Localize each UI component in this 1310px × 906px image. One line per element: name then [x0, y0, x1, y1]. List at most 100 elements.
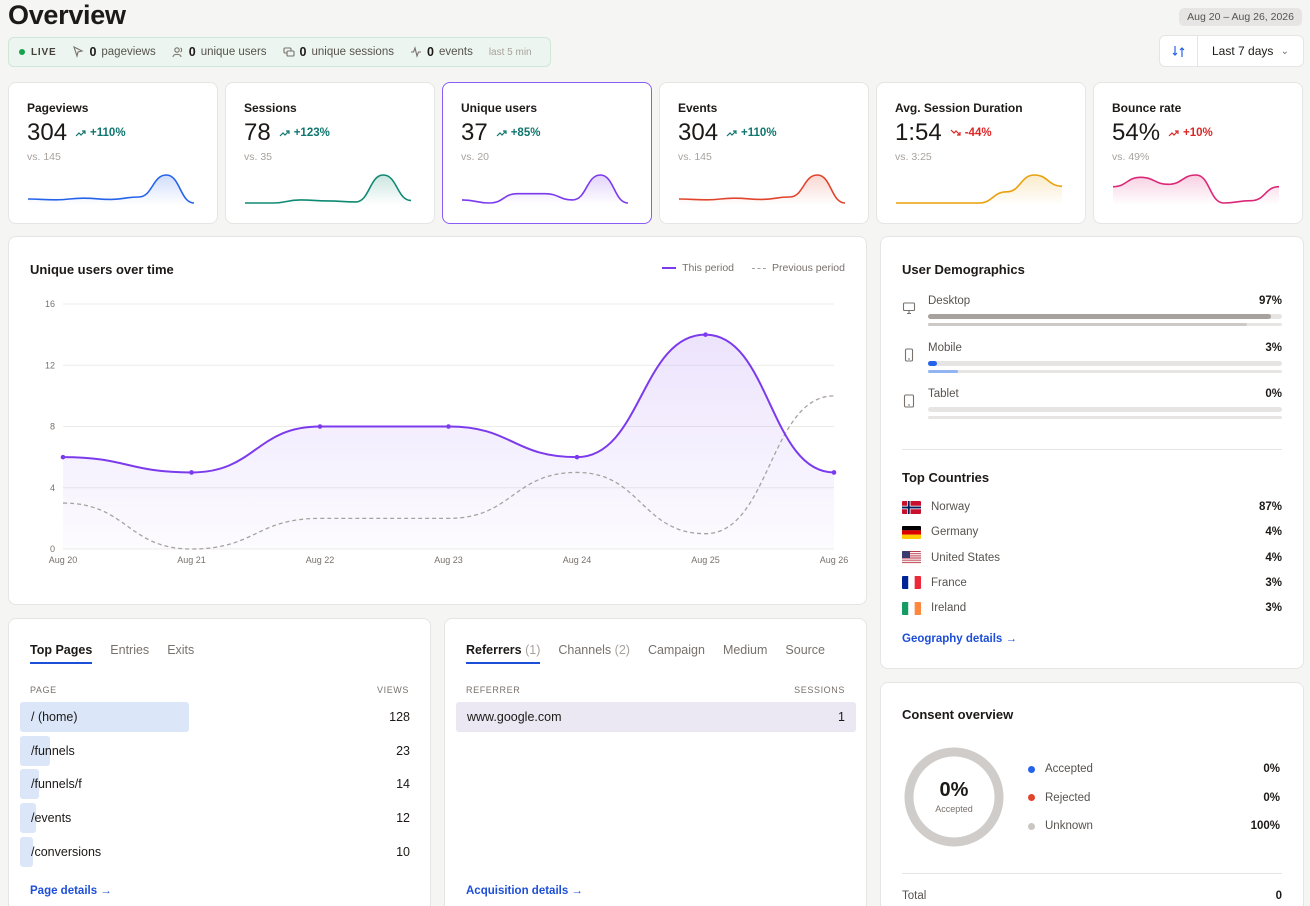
table-row[interactable]: www.google.com 1 [456, 702, 856, 732]
sparkline-area [679, 175, 845, 205]
country-row-usa[interactable]: United States 4% [902, 548, 1282, 568]
tab-top-pages[interactable]: Top Pages [30, 643, 93, 664]
data-point[interactable] [703, 332, 708, 337]
page-details-link[interactable]: Page details → [30, 885, 112, 897]
live-bar: LIVE 0 pageviews 0 unique users 0 unique se… [8, 37, 551, 67]
usa-flag-icon [902, 551, 921, 564]
live-indicator: LIVE [19, 47, 56, 58]
range-select-value[interactable]: Last 7 days [1212, 44, 1274, 58]
country-row-norway[interactable]: Norway 87% [902, 497, 1282, 517]
legend-dot-icon [1028, 822, 1035, 830]
sparkline-line [895, 174, 1063, 204]
consent-label: Unknown [1045, 820, 1093, 832]
kpi-card-events[interactable]: Events 304 +110% vs. 145 [659, 82, 869, 224]
tab-referrers[interactable]: Referrers (1) [466, 643, 541, 664]
kpi-value-row: 304 +110% [27, 119, 199, 147]
chevron-down-icon[interactable]: ⌄ [1280, 45, 1289, 57]
kpi-card-sessions[interactable]: Sessions 78 +123% vs. 35 [225, 82, 435, 224]
tab-channels[interactable]: Channels (2) [558, 643, 630, 657]
legend-previous-period[interactable]: Previous period [752, 262, 845, 274]
data-point[interactable] [574, 454, 580, 460]
legend-this-period[interactable]: This period [662, 262, 734, 274]
kpi-value: 304 [27, 119, 68, 146]
consent-pct: 0% [1263, 791, 1280, 804]
kpi-card-pageviews[interactable]: Pageviews 304 +110% vs. 145 [8, 82, 218, 224]
sparkline-area [1113, 175, 1279, 205]
kpi-value-row: 304 +110% [678, 119, 850, 147]
x-tick-label: Aug 22 [306, 555, 335, 565]
page-path: /funnels [31, 743, 75, 758]
germany-flag-icon [902, 525, 921, 539]
country-row-germany[interactable]: Germany 4% [902, 522, 1282, 542]
consent-center-label: Accepted [935, 804, 973, 814]
tab-entries[interactable]: Entries [110, 643, 150, 657]
data-point[interactable] [317, 424, 323, 429]
device-name: Tablet [928, 388, 959, 400]
desktop-icon [902, 302, 916, 315]
device-pct: 0% [1265, 388, 1282, 400]
demographics-card: User Demographics Desktop 97% Mobile 3% Tabl… [880, 236, 1304, 669]
acquisition-details-link[interactable]: Acquisition details → [466, 885, 583, 897]
device-row-mobile: Mobile 3% [902, 342, 1282, 378]
country-row-france[interactable]: France 3% [902, 573, 1282, 593]
kpi-title: Sessions [244, 101, 297, 115]
tab-exits[interactable]: Exits [167, 643, 195, 657]
chart-title: Unique users over time [30, 262, 174, 277]
kpi-value-row: 1:54 -44% [895, 119, 1067, 147]
tab-source[interactable]: Source [785, 643, 826, 657]
kpi-card-bounce-rate[interactable]: Bounce rate 54% +10% vs. 49% [1093, 82, 1303, 224]
tab-campaign[interactable]: Campaign [647, 643, 705, 657]
country-name: France [931, 576, 967, 589]
kpi-title: Pageviews [27, 101, 89, 115]
data-point[interactable] [189, 470, 194, 475]
kpi-delta: +123% [279, 127, 330, 139]
compare-icon [1172, 45, 1185, 57]
legend-dot-icon [1028, 794, 1035, 801]
legend-dashed-swatch [752, 267, 767, 269]
data-point[interactable] [60, 454, 66, 460]
sparkline-area [245, 175, 411, 205]
legend-dot-icon [1028, 765, 1035, 773]
data-point[interactable] [831, 470, 837, 475]
page-path: /events [31, 811, 72, 826]
tab-medium[interactable]: Medium [722, 643, 768, 657]
kpi-card-unique-users[interactable]: Unique users 37 +85% vs. 20 [442, 82, 652, 224]
x-tick-label: Aug 26 [820, 555, 849, 565]
kpi-delta: +110% [726, 127, 777, 139]
row-share-bar [20, 702, 189, 732]
y-tick-label: 16 [45, 299, 55, 309]
compare-toggle-button[interactable] [1160, 36, 1198, 66]
country-row-ireland[interactable]: Ireland 3% [902, 598, 1282, 618]
x-tick-label: Aug 20 [49, 555, 78, 565]
page-views: 10 [396, 844, 410, 859]
table-row[interactable]: /conversions 10 [20, 836, 410, 867]
kpi-title: Bounce rate [1112, 101, 1182, 115]
table-row[interactable]: /events 12 [20, 803, 410, 834]
geography-details-link[interactable]: Geography details → [902, 633, 1018, 645]
range-selector[interactable]: Last 7 days ⌄ [1159, 35, 1304, 67]
table-row[interactable]: /funnels/f 14 [20, 769, 410, 800]
sparkline [244, 174, 412, 205]
page-views: 14 [396, 777, 410, 792]
table-row[interactable]: /funnels 23 [20, 735, 410, 766]
row-share-bar [20, 836, 34, 867]
row-share-bar [456, 702, 856, 732]
cursor-icon [73, 46, 85, 58]
referrer-name: www.google.com [467, 710, 562, 724]
sparkline-area [462, 175, 628, 205]
y-tick-label: 12 [45, 360, 55, 370]
data-point[interactable] [446, 424, 451, 429]
consent-label: Rejected [1045, 791, 1091, 804]
table-row[interactable]: / (home) 128 [20, 702, 410, 732]
series-area-this-period [63, 334, 834, 549]
device-prev-bar [928, 323, 1282, 326]
kpi-card-avg-session-duration[interactable]: Avg. Session Duration 1:54 -44% vs. 3:25 [876, 82, 1086, 224]
line-chart: 0 4 8 12 16 Aug 20 Aug 21 Aug 22 Aug 23 Aug 24 Aug… [45, 299, 849, 565]
x-tick-label: Aug 25 [691, 555, 720, 565]
live-dot-icon [19, 49, 25, 55]
consent-rejected: Rejected 0% [1028, 788, 1280, 808]
country-pct: 4% [1265, 551, 1282, 564]
consent-unknown: Unknown 100% [1028, 816, 1280, 836]
country-name: Germany [931, 526, 979, 539]
consent-title: Consent overview [902, 707, 1014, 722]
